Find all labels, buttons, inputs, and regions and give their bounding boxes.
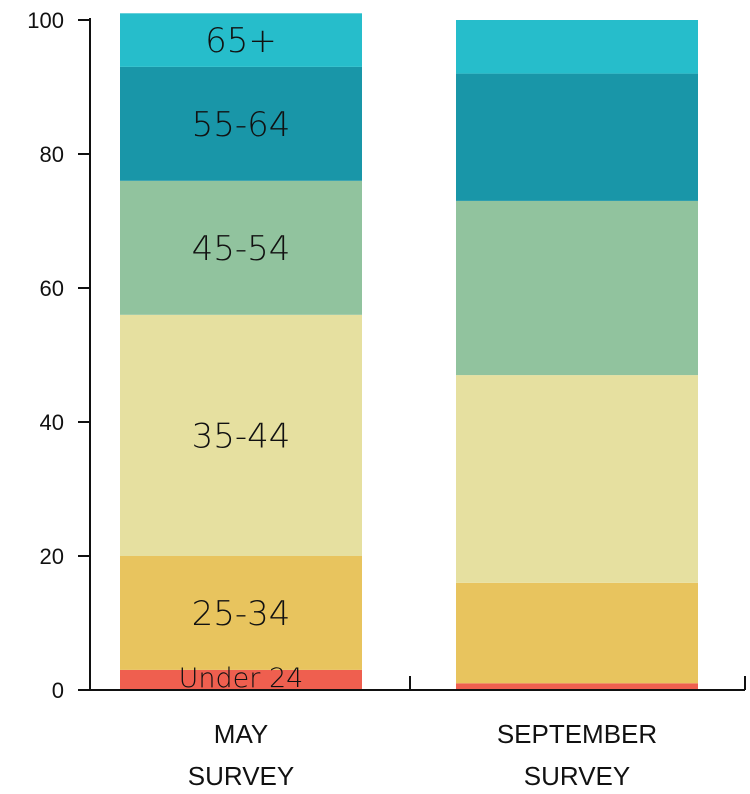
axes-layer <box>78 18 745 691</box>
y-tick-label-100: 100 <box>27 8 64 33</box>
bar-segment-45-54-cat1 <box>120 180 362 315</box>
segment-label-25-34: 25-34 <box>192 594 291 634</box>
bar-segment-25-34-cat1 <box>120 556 362 670</box>
y-tick-label-80: 80 <box>40 142 64 167</box>
bar-segment-65--cat1 <box>120 13 362 67</box>
category-label-1-line-1: MAY <box>214 719 268 749</box>
segment-label-55-64: 55-64 <box>192 105 291 145</box>
bar-segment-under-24-cat1 <box>120 669 362 690</box>
segment-labels-layer: Under 24 25-34 35-44 45-54 55-64 65+ <box>179 21 304 694</box>
bar-segment-65--cat2 <box>456 20 698 74</box>
bars-layer <box>120 13 698 690</box>
y-ticks-layer: 0 20 40 60 80 100 <box>27 8 90 703</box>
category-label-2-line-1: SEPTEMBER <box>497 719 657 749</box>
segment-label-65-: 65+ <box>205 21 277 61</box>
segment-label-35-44: 35-44 <box>192 416 291 456</box>
y-tick-label-0: 0 <box>52 678 64 703</box>
category-labels-layer: MAY SURVEY SEPTEMBER SURVEY <box>188 719 657 791</box>
y-tick-label-20: 20 <box>40 544 64 569</box>
bar-segment-45-54-cat2 <box>456 200 698 376</box>
y-tick-label-40: 40 <box>40 410 64 435</box>
bar-segment-55-64-cat1 <box>120 66 362 181</box>
bar-segment-35-44-cat1 <box>120 314 362 556</box>
y-tick-label-60: 60 <box>40 276 64 301</box>
bar-segment-25-34-cat2 <box>456 582 698 684</box>
segment-label-45-54: 45-54 <box>192 229 291 269</box>
bar-segment-35-44-cat2 <box>456 375 698 583</box>
category-label-2-line-2: SURVEY <box>524 761 630 791</box>
segment-label-under-24: Under 24 <box>179 663 304 694</box>
x-ticks-layer <box>409 676 746 690</box>
bar-segment-under-24-cat2 <box>456 683 698 690</box>
bar-segment-55-64-cat2 <box>456 73 698 201</box>
category-label-1-line-2: SURVEY <box>188 761 294 791</box>
